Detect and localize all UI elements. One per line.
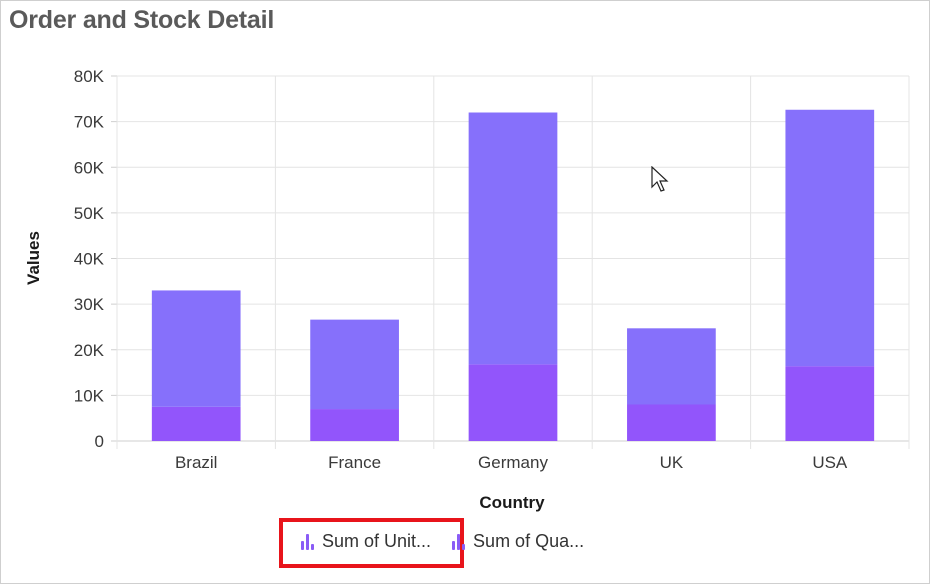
y-axis-title: Values <box>24 231 43 285</box>
legend-item-sum-of-unit[interactable]: Sum of Unit... <box>300 531 431 552</box>
x-tick-label: UK <box>660 453 684 472</box>
y-tick-label: 50K <box>74 204 105 223</box>
x-tick-labels: Brazil France Germany UK USA <box>175 453 848 472</box>
legend-item-sum-of-qua[interactable]: Sum of Qua... <box>451 531 584 552</box>
y-tick-label: 10K <box>74 386 105 405</box>
y-tick-label: 70K <box>74 113 105 132</box>
bar-chart-icon <box>451 533 467 550</box>
y-tick-label: 60K <box>74 158 105 177</box>
bars <box>151 109 875 442</box>
legend-label: Sum of Unit... <box>322 531 432 551</box>
bar-chart-icon <box>300 533 316 550</box>
legend: Sum of Unit... Sum of Qua... <box>300 531 584 552</box>
y-tick-label: 80K <box>74 67 105 86</box>
bar-france-series-2[interactable] <box>310 319 399 410</box>
bar-germany-series-1[interactable] <box>468 364 558 441</box>
legend-label: Sum of Qua... <box>473 531 585 551</box>
bar-usa-series-1[interactable] <box>785 366 875 441</box>
legend-highlight-box <box>279 518 464 568</box>
y-tick-labels: 0 10K 20K 30K 40K 50K 60K 70K 80K <box>74 67 105 451</box>
bar-usa-series-2[interactable] <box>785 109 875 367</box>
y-tick-label: 20K <box>74 341 105 360</box>
mouse-cursor-icon <box>651 166 669 192</box>
bar-uk-series-1[interactable] <box>627 404 716 442</box>
x-tick-label: USA <box>812 453 848 472</box>
bar-brazil-series-2[interactable] <box>151 290 241 407</box>
x-axis-title: Country <box>479 493 545 512</box>
x-tick-label: France <box>328 453 381 472</box>
y-tick-label: 40K <box>74 250 105 269</box>
y-tick-label: 0 <box>95 432 104 451</box>
x-tick-label: Germany <box>478 453 548 472</box>
chart-title: Order and Stock Detail <box>9 6 275 34</box>
bar-uk-series-2[interactable] <box>627 328 716 405</box>
bar-brazil-series-1[interactable] <box>151 406 241 441</box>
x-tick-label: Brazil <box>175 453 218 472</box>
bar-germany-series-2[interactable] <box>468 112 558 365</box>
y-tick-label: 30K <box>74 295 105 314</box>
bar-france-series-1[interactable] <box>310 409 399 441</box>
